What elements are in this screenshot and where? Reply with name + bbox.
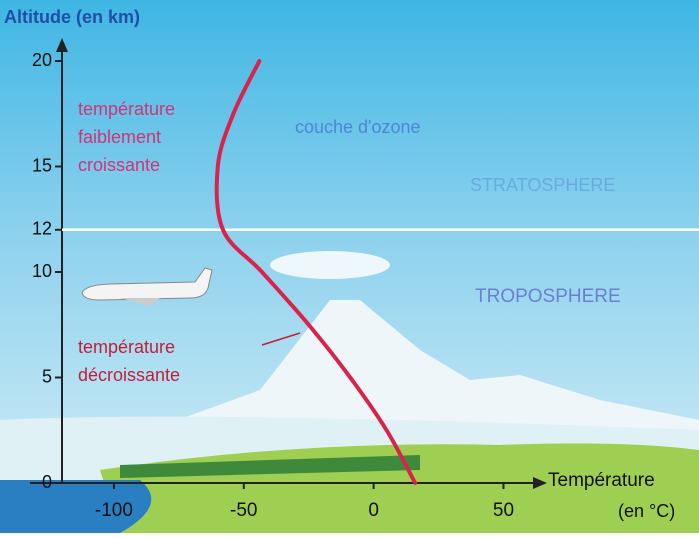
x-tick-label: 50 <box>493 500 514 521</box>
annotation: couche d'ozone <box>295 117 421 137</box>
x-tick-label: 0 <box>368 500 379 521</box>
cloud <box>270 251 390 279</box>
y-tick-label: 12 <box>32 219 52 239</box>
y-tick-label: 10 <box>32 261 52 281</box>
annotation: STRATOSPHERE <box>470 175 615 195</box>
x-tick-label: -100 <box>95 500 133 521</box>
x-tick-label: -50 <box>230 500 257 521</box>
y-axis-title: Altitude (en km) <box>4 7 140 27</box>
y-tick-label: 0 <box>42 472 52 492</box>
y-tick-label: 5 <box>42 366 52 386</box>
x-axis-title: Température <box>548 470 655 491</box>
annotation: TROPOSPHERE <box>475 286 621 307</box>
y-tick-label: 20 <box>32 50 52 70</box>
y-tick-label: 15 <box>32 155 52 175</box>
chart: température faiblement croissante tempér… <box>0 0 699 533</box>
x-axis-unit: (en °C) <box>618 501 675 521</box>
